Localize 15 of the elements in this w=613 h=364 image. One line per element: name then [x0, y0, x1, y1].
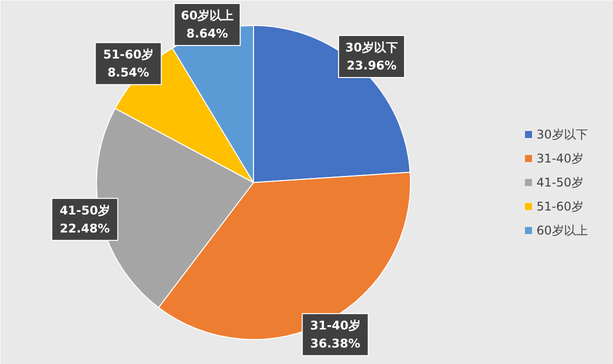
slice-label: 31-40岁 — [310, 318, 360, 333]
legend-label: 31-40岁 — [536, 152, 584, 166]
legend-label: 60岁以上 — [536, 224, 588, 238]
slice-label: 51-60岁 — [103, 48, 154, 62]
slice-label: 60岁以上 — [180, 8, 234, 22]
data-label: 8.54% — [107, 66, 150, 80]
slice-label: 41-50岁 — [60, 203, 110, 218]
data-label: 22.48% — [60, 221, 110, 236]
legend-label: 41-50岁 — [536, 176, 584, 190]
legend-label: 51-60岁 — [536, 200, 584, 214]
data-label: 36.38% — [310, 336, 360, 351]
data-label: 23.96% — [346, 58, 397, 72]
data-label: 8.64% — [186, 26, 228, 40]
legend-label: 30岁以下 — [536, 128, 588, 142]
slice-label: 30岁以下 — [345, 40, 398, 54]
